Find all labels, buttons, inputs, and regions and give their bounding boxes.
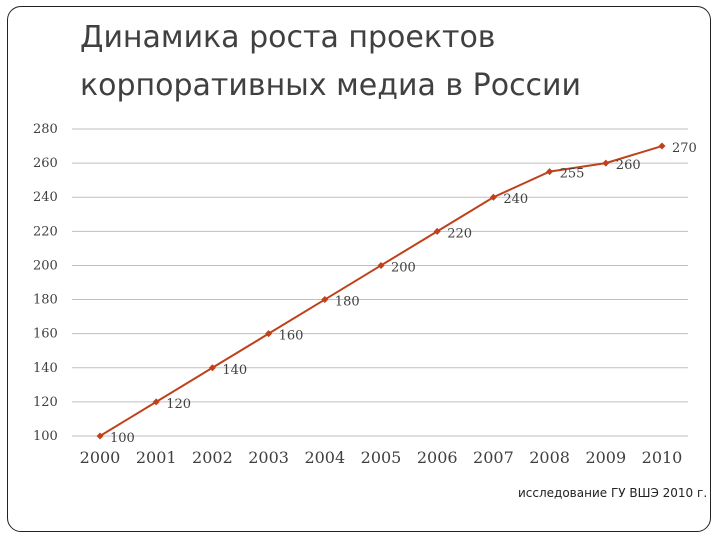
y-tick-label: 200	[33, 258, 58, 273]
data-label: 270	[672, 141, 697, 156]
data-point	[96, 432, 104, 440]
data-label: 160	[279, 329, 304, 344]
data-point	[208, 364, 216, 372]
x-tick-label: 2006	[417, 448, 458, 467]
data-label: 100	[110, 431, 135, 446]
y-tick-label: 180	[33, 293, 58, 308]
title-line-2: корпоративных медиа в России	[80, 68, 582, 103]
y-tick-label: 240	[33, 190, 58, 205]
x-tick-label: 2008	[529, 448, 570, 467]
y-tick-label: 140	[33, 361, 58, 376]
y-tick-label: 260	[33, 156, 58, 171]
x-tick-label: 2009	[585, 448, 626, 467]
data-label: 200	[391, 260, 416, 275]
data-label: 240	[503, 192, 528, 207]
x-tick-label: 2003	[248, 448, 289, 467]
data-label: 260	[616, 158, 641, 173]
slide-title: Динамика роста проектов корпоративных ме…	[80, 14, 680, 110]
x-tick-label: 2004	[304, 448, 345, 467]
source-note: исследование ГУ ВШЭ 2010 г.	[518, 486, 708, 500]
data-point	[433, 227, 441, 235]
x-tick-label: 2010	[642, 448, 683, 467]
data-point	[321, 296, 329, 304]
series-line	[99, 145, 663, 437]
y-tick-label: 100	[33, 429, 58, 444]
x-tick-label: 2002	[192, 448, 233, 467]
data-label: 220	[447, 226, 472, 241]
x-tick-label: 2000	[80, 448, 121, 467]
data-point	[152, 398, 160, 406]
x-tick-label: 2001	[136, 448, 177, 467]
data-point	[602, 159, 610, 167]
y-tick-label: 120	[33, 395, 58, 410]
y-tick-label: 280	[33, 122, 58, 137]
x-tick-label: 2007	[473, 448, 514, 467]
x-tick-label: 2005	[361, 448, 402, 467]
data-point	[377, 261, 385, 269]
data-point	[489, 193, 497, 201]
data-label: 140	[222, 363, 247, 378]
data-label: 120	[166, 397, 191, 412]
data-point	[546, 168, 554, 176]
y-tick-label: 220	[33, 224, 58, 239]
data-point	[658, 142, 666, 150]
title-line-1: Динамика роста проектов	[80, 20, 496, 55]
slide-frame	[7, 6, 711, 532]
data-label: 180	[335, 295, 360, 310]
data-point	[265, 330, 273, 338]
data-label: 255	[560, 167, 585, 182]
y-tick-label: 160	[33, 327, 58, 342]
